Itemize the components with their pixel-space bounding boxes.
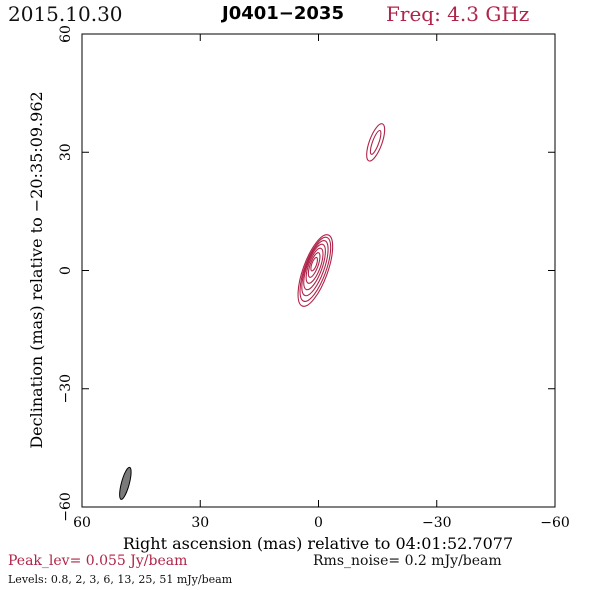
core-contour-2	[299, 236, 332, 302]
core-contour-4	[303, 243, 326, 291]
peak-level: Peak_lev= 0.055 Jy/beam	[8, 553, 188, 569]
core-contour-6	[307, 252, 321, 278]
x-tick-label: −60	[540, 515, 570, 531]
frequency-label: Freq: 4.3 GHz	[386, 2, 530, 26]
core-contour-1	[297, 234, 334, 307]
x-tick-label: 60	[73, 515, 91, 531]
core-contour-5	[305, 247, 324, 284]
x-tick-label: −30	[422, 515, 452, 531]
y-tick-label: 0	[58, 266, 74, 275]
y-axis-label: Declination (mas) relative to −20:35:09.…	[27, 91, 46, 448]
jet-knot-contour-1	[366, 123, 386, 162]
y-tick-label: −30	[58, 374, 74, 404]
core-contour-7	[310, 256, 319, 272]
source-name: J0401−2035	[222, 3, 344, 24]
x-tick-label: 30	[191, 515, 209, 531]
epoch-date: 2015.10.30	[8, 2, 123, 26]
y-tick-label: 60	[58, 25, 74, 43]
jet-knot-contour-2	[369, 129, 382, 155]
contour-layer	[297, 123, 386, 307]
y-tick-label: 30	[58, 143, 74, 161]
x-tick-label: 0	[314, 515, 323, 531]
beam-ellipse	[119, 466, 132, 500]
rms-noise: Rms_noise= 0.2 mJy/beam	[313, 553, 502, 569]
contour-levels: Levels: 0.8, 2, 3, 6, 13, 25, 51 mJy/bea…	[8, 573, 233, 586]
beam-layer	[119, 466, 132, 500]
y-tick-label: −60	[58, 492, 74, 522]
core-contour-3	[301, 240, 329, 297]
x-axis-label: Right ascension (mas) relative to 04:01:…	[123, 534, 513, 553]
